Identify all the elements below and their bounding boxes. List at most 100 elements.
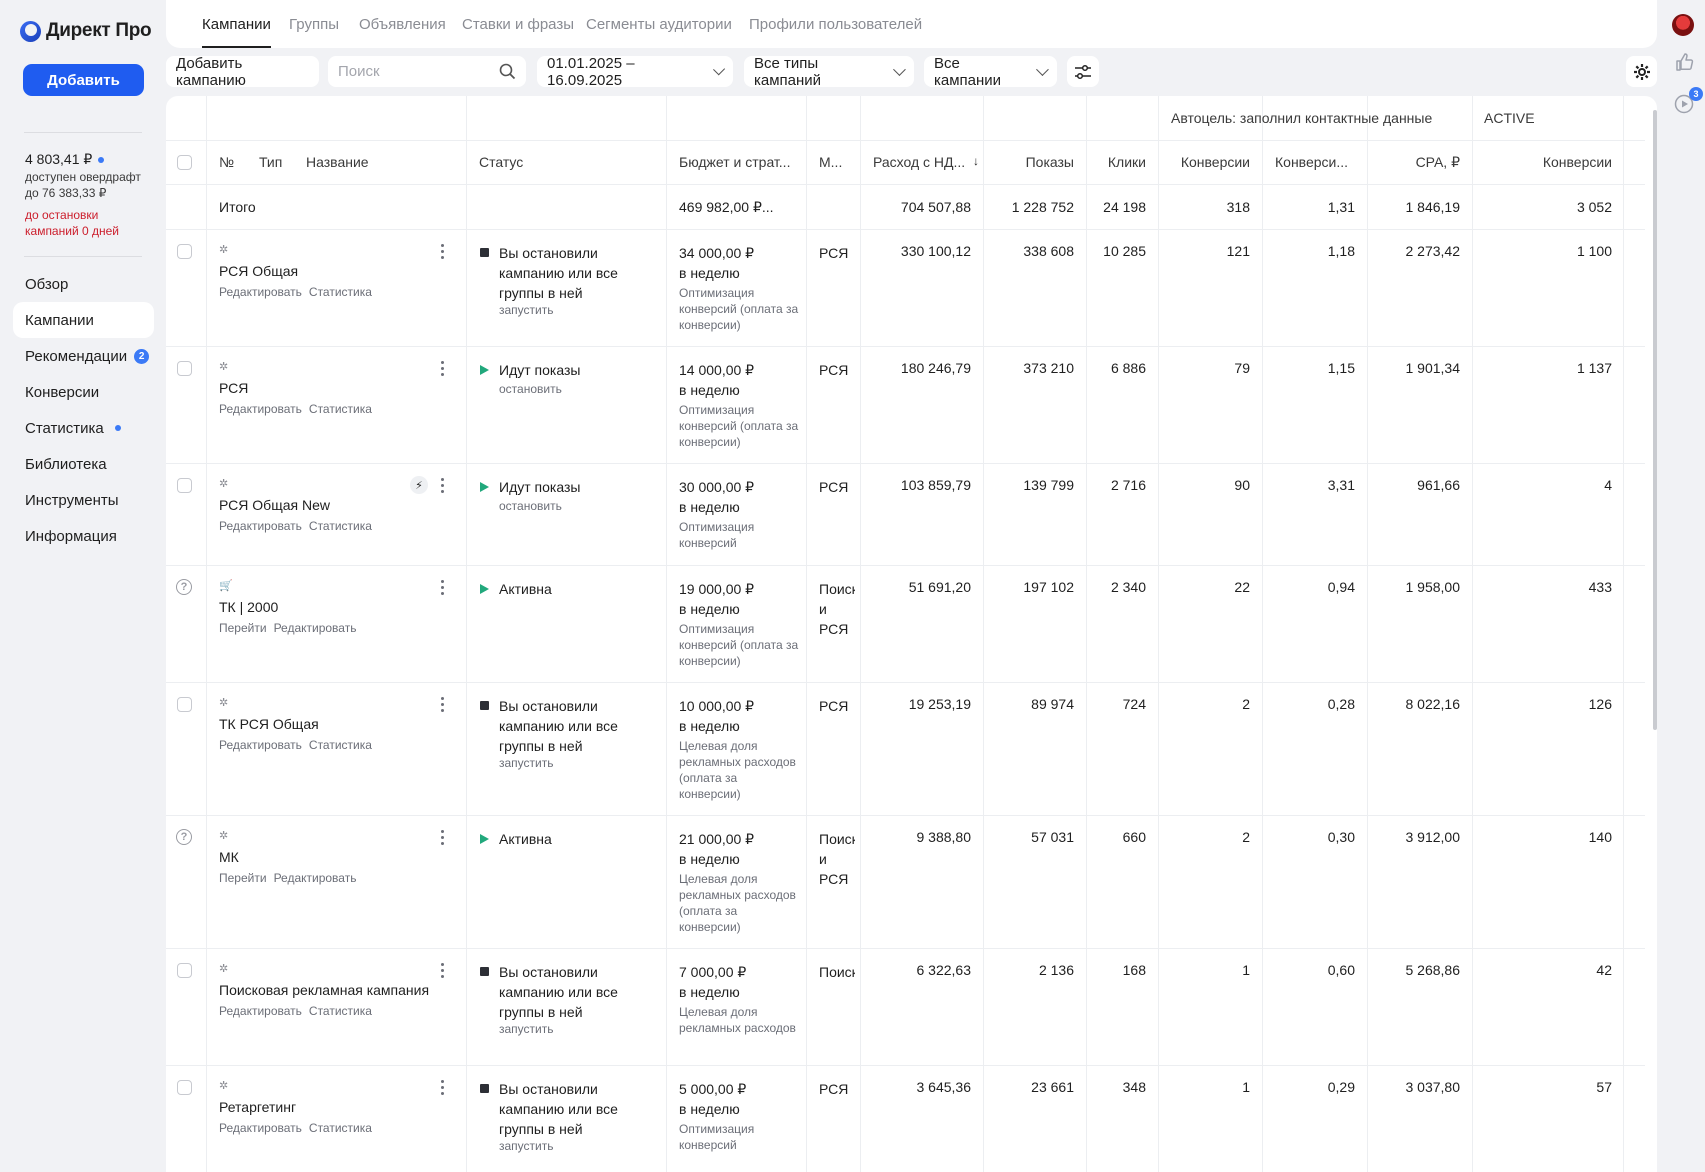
row-checkbox[interactable] xyxy=(177,478,192,493)
campaign-links: Редактировать Статистика xyxy=(219,1004,379,1018)
campaign-link[interactable]: Статистика xyxy=(308,285,372,299)
sidebar-item-recommendations[interactable]: Рекомендации 2 xyxy=(13,338,154,374)
campaign-link[interactable]: Редактировать xyxy=(273,871,357,885)
sidebar-item-tools[interactable]: Инструменты xyxy=(13,482,154,518)
help-icon[interactable]: ? xyxy=(176,579,192,595)
more-menu-icon[interactable] xyxy=(441,580,445,595)
campaign-name[interactable]: Ретаргетинг xyxy=(219,1099,297,1115)
column-header-status[interactable]: Статус xyxy=(479,154,524,170)
conversion-rate: 3,31 xyxy=(1327,477,1355,493)
more-menu-icon[interactable] xyxy=(441,830,445,845)
sidebar-item-conversions[interactable]: Конверсии xyxy=(13,374,154,410)
sidebar-item-campaigns[interactable]: Кампании xyxy=(13,302,154,338)
clicks: 2 340 xyxy=(1110,579,1146,595)
campaign-link[interactable]: Редактировать xyxy=(219,738,302,752)
column-header-conversions-active[interactable]: Конверсии xyxy=(1542,154,1612,170)
more-menu-icon[interactable] xyxy=(441,697,445,712)
campaign-link[interactable]: Перейти xyxy=(219,871,267,885)
tab-user-profiles[interactable]: Профили пользователей xyxy=(749,16,923,33)
sidebar-item-overview[interactable]: Обзор xyxy=(13,266,154,302)
search-input[interactable]: Поиск xyxy=(328,56,526,87)
select-all-checkbox[interactable] xyxy=(177,155,192,170)
campaign-link[interactable]: Статистика xyxy=(308,738,372,752)
autopilot-bolt-icon[interactable]: ⚡ xyxy=(410,476,428,494)
sidebar-item-library[interactable]: Библиотека xyxy=(13,446,154,482)
campaign-link[interactable]: Редактировать xyxy=(273,621,357,635)
column-header-budget[interactable]: Бюджет и страт... xyxy=(679,154,791,170)
row-checkbox[interactable] xyxy=(177,963,192,978)
table-scrollbar[interactable] xyxy=(1653,110,1657,730)
search-icon xyxy=(499,63,516,80)
campaign-link[interactable]: Редактировать xyxy=(219,402,302,416)
tab-audience-segments[interactable]: Сегменты аудитории xyxy=(586,16,732,33)
campaigns-filter-select[interactable]: Все кампании xyxy=(924,55,1057,89)
logo[interactable]: Директ Про xyxy=(20,20,152,42)
sort-down-icon[interactable]: ↓ xyxy=(973,154,979,168)
add-campaign-button[interactable]: Добавить кампанию xyxy=(166,55,319,89)
sidebar-item-info[interactable]: Информация xyxy=(13,518,154,554)
campaign-link[interactable]: Редактировать xyxy=(219,285,302,299)
statistics-dot-icon xyxy=(114,425,121,431)
row-checkbox[interactable] xyxy=(177,244,192,259)
more-menu-icon[interactable] xyxy=(441,963,445,978)
campaign-name[interactable]: РСЯ Общая xyxy=(219,263,299,279)
column-header-num[interactable]: № xyxy=(219,154,235,170)
row-checkbox[interactable] xyxy=(177,1080,192,1095)
campaign-link[interactable]: Статистика xyxy=(308,1121,372,1135)
campaign-name[interactable]: ТК РСЯ Общая xyxy=(219,716,319,732)
add-button[interactable]: Добавить xyxy=(23,64,144,96)
campaign-name[interactable]: РСЯ xyxy=(219,380,249,396)
more-menu-icon[interactable] xyxy=(441,244,445,259)
column-header-type[interactable]: Тип xyxy=(259,154,283,170)
more-menu-icon[interactable] xyxy=(441,361,445,376)
campaign-link[interactable]: Редактировать xyxy=(219,1121,302,1135)
column-header-clicks[interactable]: Клики xyxy=(1107,154,1146,170)
tab-ads[interactable]: Объявления xyxy=(359,16,446,33)
campaign-link[interactable]: Статистика xyxy=(308,519,372,533)
column-header-conversions[interactable]: Конверсии xyxy=(1180,154,1250,170)
campaign-types-select[interactable]: Все типы кампаний xyxy=(744,55,914,89)
sidebar-item-statistics[interactable]: Статистика xyxy=(13,410,154,446)
campaign-name[interactable]: МК xyxy=(219,849,239,865)
help-icon[interactable]: ? xyxy=(176,829,192,845)
play-circle-icon[interactable] xyxy=(1674,94,1694,114)
campaign-link[interactable]: Редактировать xyxy=(219,1004,302,1018)
avatar[interactable] xyxy=(1672,14,1694,36)
more-menu-icon[interactable] xyxy=(441,478,445,493)
campaign-link[interactable]: Перейти xyxy=(219,621,267,635)
column-header-name[interactable]: Название xyxy=(306,154,369,170)
budget-period: в неделю xyxy=(679,601,740,617)
campaign-link[interactable]: Статистика xyxy=(308,402,372,416)
conversions: 90 xyxy=(1234,477,1250,493)
campaign-name[interactable]: ТК | 2000 xyxy=(219,599,279,615)
tab-bids[interactable]: Ставки и фразы xyxy=(462,16,575,33)
tab-campaigns[interactable]: Кампании xyxy=(202,16,271,48)
row-checkbox[interactable] xyxy=(177,361,192,376)
column-header-impressions[interactable]: Показы xyxy=(1025,154,1074,170)
campaign-links: Редактировать Статистика xyxy=(219,402,379,416)
status-action-link[interactable]: запустить xyxy=(499,1139,554,1153)
campaign-name[interactable]: Поисковая рекламная кампания xyxy=(219,982,430,998)
column-header-cpa[interactable]: CPA, ₽ xyxy=(1415,154,1460,170)
status-action-link[interactable]: запустить xyxy=(499,1022,554,1036)
column-header-place[interactable]: М... xyxy=(819,154,843,170)
balance-dot-icon xyxy=(98,156,105,163)
status-action-link[interactable]: запустить xyxy=(499,756,554,770)
more-menu-icon[interactable] xyxy=(441,1080,445,1095)
row-checkbox[interactable] xyxy=(177,697,192,712)
campaign-name[interactable]: РСЯ Общая New xyxy=(219,497,330,513)
campaign-link[interactable]: Статистика xyxy=(308,1004,372,1018)
campaign-link[interactable]: Редактировать xyxy=(219,519,302,533)
status-action-link[interactable]: запустить xyxy=(499,303,554,317)
filter-settings-button[interactable] xyxy=(1067,56,1099,87)
settings-button[interactable] xyxy=(1626,56,1657,87)
status-action-link[interactable]: остановить xyxy=(499,499,562,513)
status-action-link[interactable]: остановить xyxy=(499,382,562,396)
campaign-status: Вы остановили кампанию или все группы в … xyxy=(499,698,618,754)
thumbs-up-icon[interactable] xyxy=(1674,52,1694,72)
column-header-conversion-rate[interactable]: Конверси... xyxy=(1275,154,1349,170)
date-range-select[interactable]: 01.01.2025 – 16.09.2025 xyxy=(537,55,733,89)
balance-block[interactable]: 4 803,41 ₽ доступен овердрафт до 76 383,… xyxy=(25,151,155,239)
column-header-spend[interactable]: Расход с НД... xyxy=(873,154,966,170)
tab-groups[interactable]: Группы xyxy=(289,16,339,33)
